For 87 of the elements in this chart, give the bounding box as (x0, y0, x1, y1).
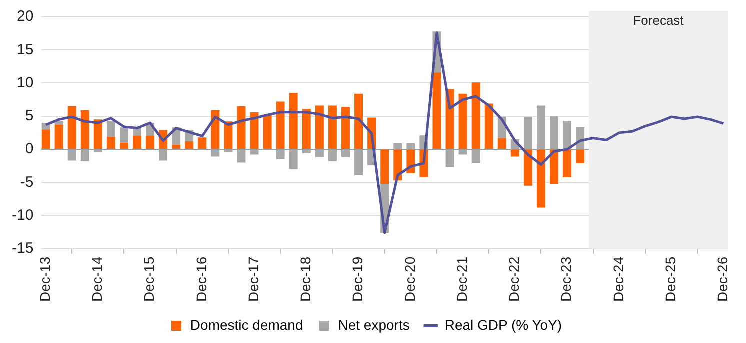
y-tick-label: 0 (25, 140, 34, 158)
bar (446, 150, 454, 168)
bar (80, 150, 90, 162)
x-tick-label: Dec-19 (350, 256, 366, 302)
bar (289, 93, 298, 149)
x-tick-label: Dec-18 (298, 256, 314, 302)
bar (250, 150, 259, 155)
bar (563, 150, 572, 178)
bar (68, 150, 76, 161)
y-tick-label: -10 (12, 206, 34, 224)
bar (510, 150, 520, 157)
x-tick-label: Dec-17 (245, 256, 262, 302)
bar (250, 112, 259, 149)
y-tick-label: 20 (16, 8, 34, 26)
y-tick-label: -15 (12, 240, 34, 258)
x-tick-label: Dec-23 (558, 256, 574, 302)
bar (224, 150, 233, 152)
bar (159, 150, 168, 161)
x-tick-label: Dec-14 (89, 256, 106, 302)
bar (68, 106, 76, 149)
bar (550, 150, 558, 184)
y-tick-label: 5 (25, 108, 34, 125)
bar (328, 150, 337, 162)
bar (342, 150, 350, 158)
bar (263, 115, 272, 149)
bar (289, 150, 298, 170)
band-label: Forecast (633, 13, 684, 28)
legend-label: Domestic demand (190, 316, 304, 333)
x-tick-label: Dec-13 (36, 256, 53, 302)
bar (576, 150, 585, 164)
bar (276, 150, 285, 160)
bar (237, 150, 246, 163)
bar (106, 136, 116, 149)
bar (472, 150, 480, 164)
bar (524, 150, 532, 186)
bar (211, 110, 220, 149)
bar (563, 121, 572, 149)
y-tick-label: 15 (16, 41, 34, 58)
bar (315, 106, 324, 149)
bar (94, 120, 102, 149)
bar (536, 150, 546, 208)
legend-label: Real GDP (% YoY) (444, 316, 562, 333)
x-tick-label: Dec-21 (454, 256, 470, 302)
bar (80, 110, 90, 149)
x-tick-label: Dec-15 (141, 256, 158, 302)
bar (54, 124, 64, 149)
bar (315, 150, 324, 158)
y-tick-label: 10 (16, 74, 34, 92)
bar (302, 150, 311, 154)
bar (536, 106, 546, 149)
bar (354, 150, 364, 176)
bar (42, 130, 50, 149)
bar (354, 94, 364, 149)
bar (94, 150, 102, 152)
bar (120, 142, 128, 149)
bar (106, 121, 116, 137)
bar (302, 109, 311, 149)
bar (498, 138, 506, 149)
bar (198, 138, 207, 149)
bar (172, 144, 181, 149)
bar (120, 128, 128, 143)
bar (380, 150, 390, 184)
bar (472, 82, 480, 149)
x-tick-label: Dec-25 (662, 256, 678, 302)
bar (185, 142, 194, 149)
x-tick-label: Dec-16 (193, 256, 210, 302)
bar (458, 150, 468, 155)
bar (458, 94, 468, 149)
x-tick-label: Dec-24 (610, 256, 626, 302)
bar (484, 104, 494, 149)
bar (394, 144, 402, 149)
bar (146, 136, 155, 149)
bar (524, 117, 532, 149)
x-tick-label: Dec-22 (506, 256, 522, 302)
bar (211, 150, 220, 157)
bar (224, 122, 233, 149)
bar (432, 72, 442, 149)
bar (276, 102, 285, 149)
bar (342, 107, 350, 149)
x-tick-label: Dec-26 (714, 256, 731, 302)
bar (133, 136, 142, 149)
x-tick-label: Dec-20 (402, 256, 418, 302)
bar (406, 144, 416, 149)
y-tick-label: -5 (20, 174, 34, 191)
bar (550, 116, 558, 149)
bar (328, 106, 337, 149)
legend-label: Net exports (338, 316, 410, 333)
